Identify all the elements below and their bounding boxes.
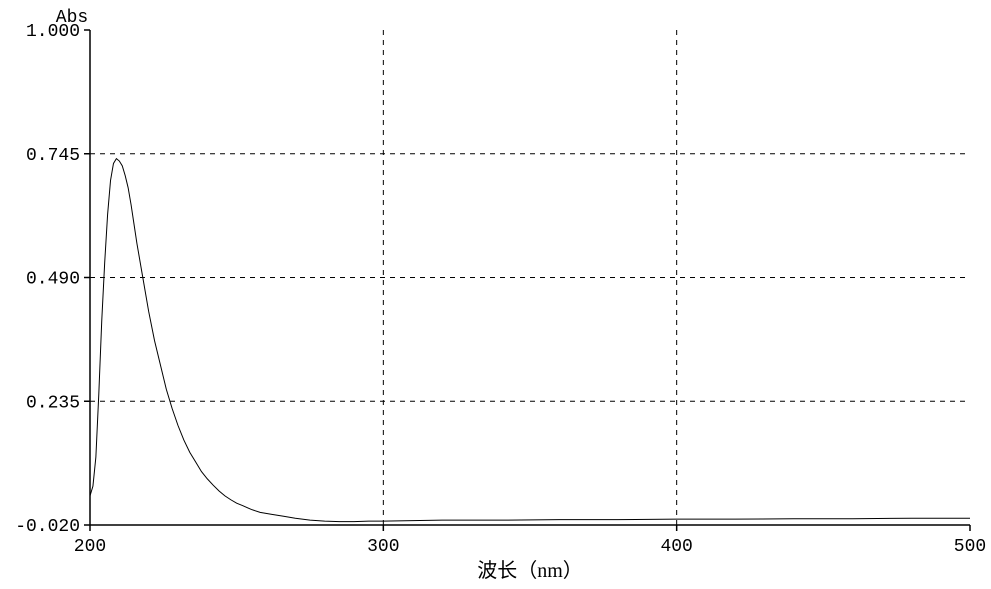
- svg-text:-0.020: -0.020: [15, 517, 80, 537]
- svg-text:波长（nm）: 波长（nm）: [477, 559, 583, 582]
- chart-svg: 200300400500-0.0200.2350.4900.7451.000Ab…: [0, 0, 991, 589]
- svg-text:Abs: Abs: [56, 8, 88, 28]
- svg-text:300: 300: [367, 537, 399, 557]
- svg-text:0.235: 0.235: [26, 393, 80, 413]
- spectrum-chart: 200300400500-0.0200.2350.4900.7451.000Ab…: [0, 0, 991, 589]
- svg-text:0.490: 0.490: [26, 270, 80, 290]
- svg-text:400: 400: [660, 537, 692, 557]
- svg-text:500: 500: [954, 537, 986, 557]
- svg-text:0.745: 0.745: [26, 146, 80, 166]
- svg-text:200: 200: [74, 537, 106, 557]
